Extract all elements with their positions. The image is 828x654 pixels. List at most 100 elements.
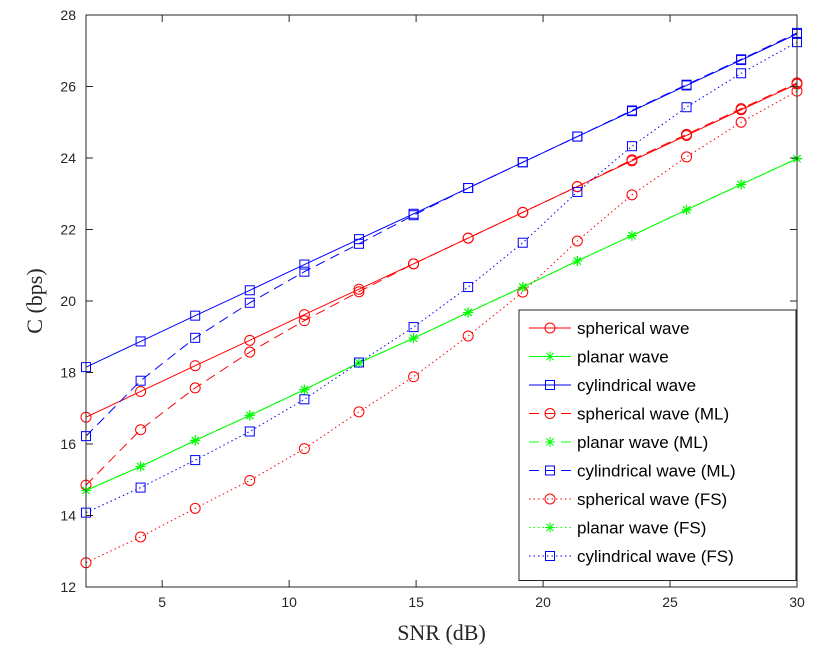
legend-box <box>518 309 797 581</box>
data-point-star <box>190 435 201 446</box>
data-point-star <box>545 437 555 447</box>
series-cylindrical-wave-fs <box>81 37 802 518</box>
x-tick-label: 25 <box>662 594 678 610</box>
data-point-square <box>135 482 146 493</box>
data-point-square <box>517 237 528 248</box>
data-point-star <box>545 351 555 362</box>
y-tick-label: 16 <box>60 436 76 452</box>
data-point-square <box>190 455 201 466</box>
data-point-circle <box>244 346 256 358</box>
legend-label: spherical wave <box>577 319 689 338</box>
legend-label: spherical wave (FS) <box>577 490 727 509</box>
x-tick-label: 20 <box>535 594 551 610</box>
data-point-circle <box>408 371 420 383</box>
data-point-circle <box>462 330 474 342</box>
data-point-square <box>572 186 583 197</box>
data-point-circle <box>353 286 365 298</box>
data-point-square <box>408 210 419 221</box>
series-spherical-wave-ml <box>80 77 803 491</box>
y-axis-label: C (bps) <box>22 268 47 333</box>
data-point-circle <box>353 406 365 418</box>
data-point-square <box>190 310 201 321</box>
series-line <box>85 41 798 514</box>
data-point-circle <box>626 154 638 166</box>
data-point-square <box>736 54 747 65</box>
data-point-star <box>135 461 146 472</box>
data-point-circle <box>189 382 201 394</box>
data-point-square <box>681 102 692 113</box>
data-point-circle <box>544 493 556 505</box>
y-tick-label: 12 <box>60 579 76 595</box>
data-point-square <box>299 266 310 277</box>
axes-layer: 5 10 15 20 25 30 12 14 16 18 20 22 24 26 28 <box>60 7 805 610</box>
x-tick-label: 15 <box>408 594 424 610</box>
y-tick-label: 24 <box>60 150 76 166</box>
data-point-square <box>463 282 474 293</box>
series-line <box>85 32 798 437</box>
legend: spherical wave planar wave cylindrical wav… <box>518 309 797 581</box>
data-point-circle <box>517 206 529 218</box>
y-tick-label: 18 <box>60 365 76 381</box>
data-point-square <box>408 322 419 333</box>
data-point-star <box>517 282 528 293</box>
data-point-square <box>463 183 474 194</box>
data-point-star <box>572 255 583 266</box>
legend-label: cylindrical wave <box>577 376 696 395</box>
x-tick-label: 10 <box>281 594 297 610</box>
data-point-circle <box>544 322 556 334</box>
series-line <box>85 82 798 486</box>
data-point-square <box>353 238 364 249</box>
data-point-square <box>135 336 146 347</box>
data-point-square <box>736 68 747 79</box>
data-point-circle <box>135 385 147 397</box>
data-point-square <box>517 157 528 168</box>
data-point-star <box>736 179 747 190</box>
data-point-circle <box>681 151 693 163</box>
y-tick-label: 22 <box>60 222 76 238</box>
data-point-square <box>299 259 310 270</box>
data-point-star <box>545 522 555 533</box>
data-point-star <box>681 204 692 215</box>
data-point-star <box>463 307 474 318</box>
data-point-circle <box>135 531 147 543</box>
data-point-circle <box>298 443 310 455</box>
data-point-square <box>135 375 146 386</box>
data-point-circle <box>408 258 420 270</box>
data-point-star <box>244 410 255 421</box>
legend-label: spherical wave (ML) <box>577 405 729 424</box>
data-point-circle <box>681 128 693 140</box>
y-tick-label: 20 <box>60 293 76 309</box>
data-point-square <box>681 79 692 90</box>
data-point-circle <box>244 334 256 346</box>
series-line <box>85 33 798 368</box>
data-point-square <box>626 105 637 116</box>
data-point-star <box>299 384 310 395</box>
data-point-square <box>545 551 555 561</box>
data-point-circle <box>298 309 310 321</box>
data-point-circle <box>735 103 747 115</box>
data-point-star <box>626 230 637 241</box>
series-line <box>85 158 798 491</box>
series-line <box>85 83 798 418</box>
y-tick-label: 26 <box>60 79 76 95</box>
data-point-circle <box>571 235 583 247</box>
data-point-circle <box>544 408 556 419</box>
data-point-square <box>244 285 255 296</box>
data-point-square <box>545 465 555 476</box>
data-point-square <box>244 297 255 308</box>
data-point-square <box>353 357 364 368</box>
legend-label: planar wave <box>577 348 669 367</box>
data-point-circle <box>735 116 747 128</box>
data-point-square <box>190 332 201 343</box>
legend-label: cylindrical wave (FS) <box>577 547 734 566</box>
data-point-circle <box>135 424 147 436</box>
data-point-circle <box>244 474 256 486</box>
legend-label: planar wave (FS) <box>577 519 706 538</box>
data-point-circle <box>189 502 201 514</box>
data-point-circle <box>626 189 638 201</box>
legend-label: cylindrical wave (ML) <box>577 462 736 481</box>
x-tick-label: 30 <box>789 594 805 610</box>
data-point-square <box>545 380 555 390</box>
data-point-circle <box>189 360 201 372</box>
